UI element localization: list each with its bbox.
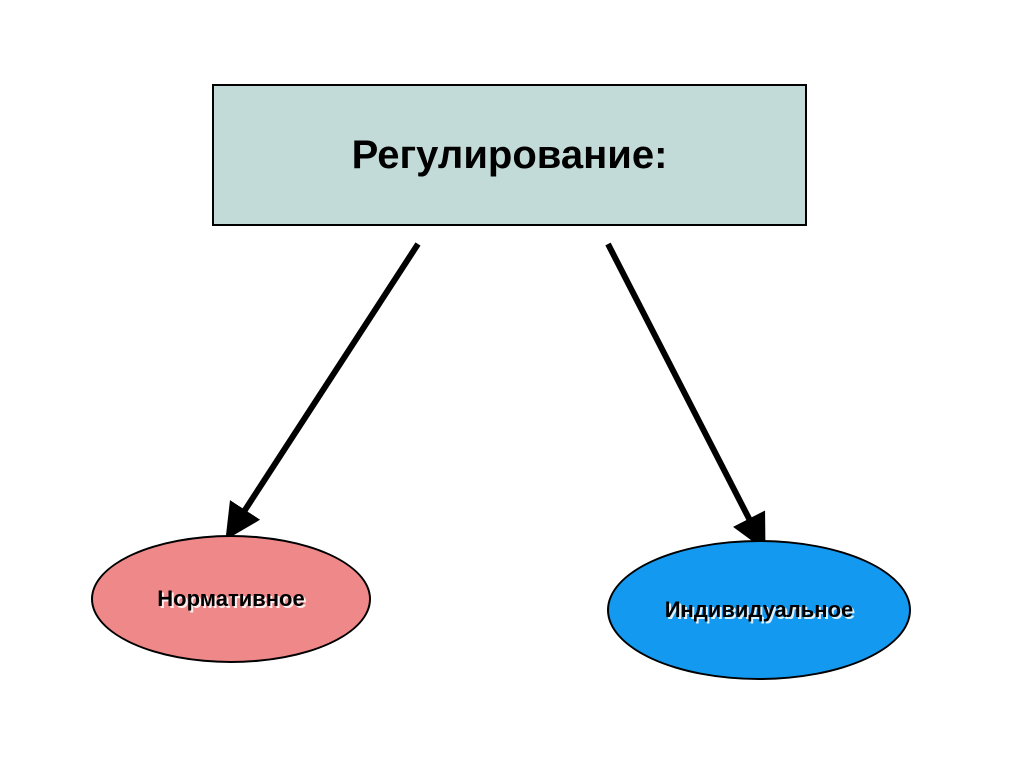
arrow-left — [232, 244, 418, 530]
left-ellipse: Нормативное Нормативное — [91, 535, 371, 663]
right-ellipse: Индивидуальное Индивидуальное — [607, 540, 911, 680]
left-ellipse-label: Нормативное Нормативное — [157, 586, 304, 612]
right-ellipse-label: Индивидуальное Индивидуальное — [665, 597, 854, 623]
title-box: Регулирование: — [212, 84, 807, 226]
title-text: Регулирование: — [352, 133, 668, 178]
arrow-right — [608, 244, 760, 540]
